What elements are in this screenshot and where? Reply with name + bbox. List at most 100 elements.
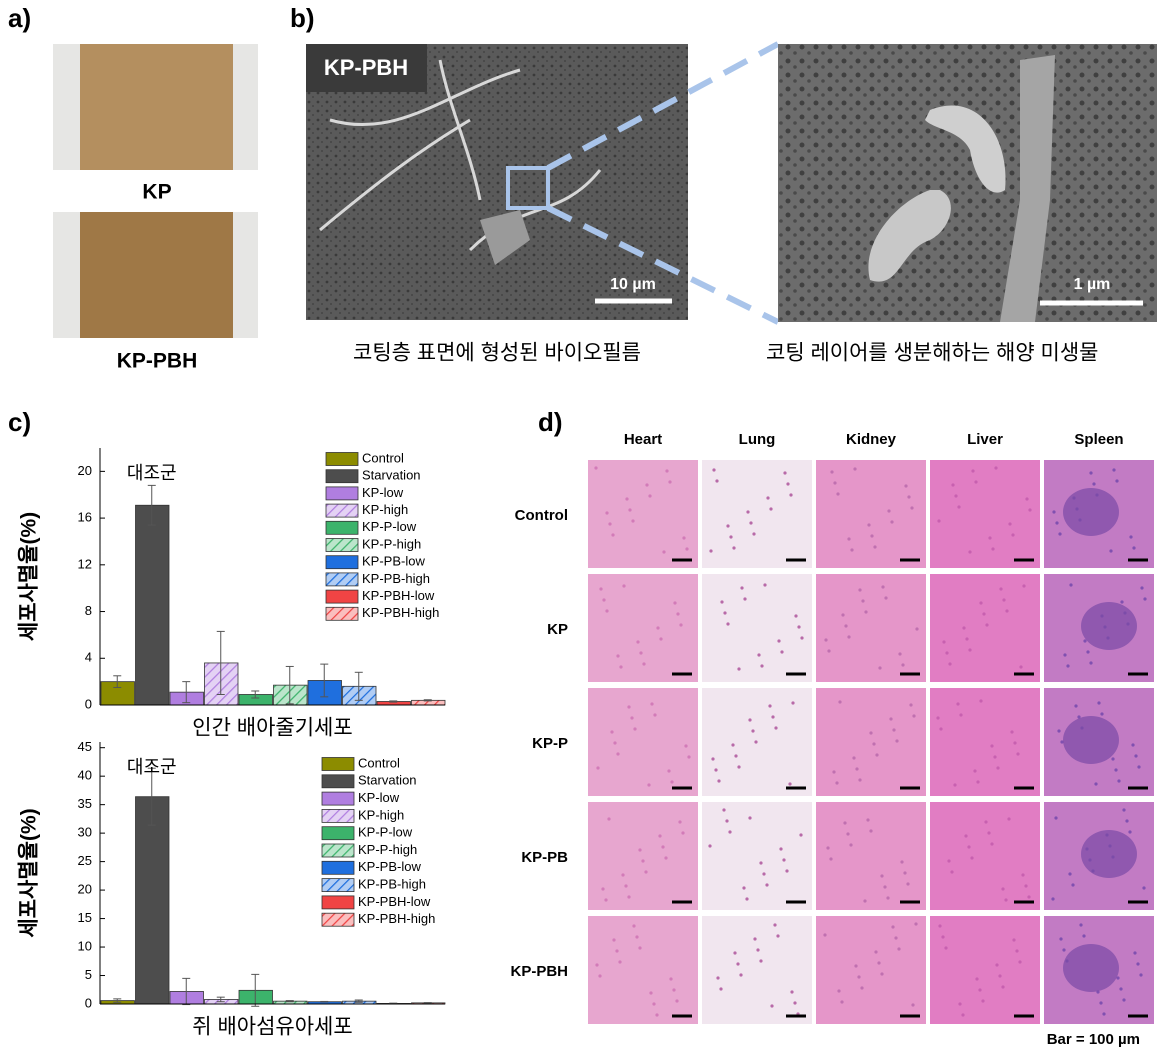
texture [887, 509, 891, 513]
texture [854, 964, 858, 968]
scale-label: 10 µm [610, 276, 656, 293]
histology-image [588, 688, 698, 796]
texture [627, 895, 631, 899]
texture [616, 654, 620, 658]
texture [793, 1001, 797, 1005]
texture [860, 986, 864, 990]
texture [953, 783, 957, 787]
texture [973, 769, 977, 773]
legend-label: KP-P-low [362, 519, 417, 534]
texture [748, 718, 752, 722]
texture [827, 649, 831, 653]
texture [829, 857, 833, 861]
texture [668, 480, 672, 484]
texture [1117, 779, 1121, 783]
legend-swatch [321, 791, 355, 806]
texture [833, 481, 837, 485]
texture [1027, 895, 1031, 899]
texture [874, 950, 878, 954]
texture [979, 601, 983, 605]
texture [1129, 535, 1133, 539]
texture [1079, 923, 1083, 927]
y-tick-label: 40 [78, 768, 92, 783]
error-bar [182, 977, 191, 1006]
column-header: Kidney [846, 431, 897, 448]
texture [684, 744, 688, 748]
follicle [1063, 944, 1119, 992]
texture [850, 548, 854, 552]
legend-swatch [325, 538, 359, 552]
texture [791, 701, 795, 705]
texture [835, 781, 839, 785]
error-bar [113, 998, 122, 1003]
texture [636, 640, 640, 644]
texture [1004, 898, 1008, 902]
legend-swatch [321, 843, 355, 858]
texture [911, 1003, 915, 1007]
zoom-box [506, 166, 550, 210]
texture [847, 537, 851, 541]
texture [1112, 468, 1116, 472]
legend-swatch [321, 895, 355, 910]
texture [823, 933, 827, 937]
texture [994, 466, 998, 470]
texture [1109, 549, 1113, 553]
column-header: Liver [967, 431, 1003, 448]
texture [909, 703, 913, 707]
bacterium [925, 105, 1006, 193]
texture [1063, 653, 1067, 657]
texture [736, 962, 740, 966]
follicle [1081, 602, 1137, 650]
texture [632, 924, 636, 928]
texture [990, 842, 994, 846]
texture [631, 519, 635, 523]
fiber [1000, 55, 1055, 322]
texture [1102, 1012, 1106, 1016]
texture [890, 520, 894, 524]
texture [607, 817, 611, 821]
texture [757, 653, 761, 657]
texture [768, 704, 772, 708]
legend-label: KP-P-high [362, 536, 421, 551]
texture [641, 859, 645, 863]
texture [766, 496, 770, 500]
texture [1119, 987, 1123, 991]
texture [678, 820, 682, 824]
texture [1005, 609, 1009, 613]
texture [599, 587, 603, 591]
texture [1077, 715, 1081, 719]
texture [1058, 532, 1062, 536]
texture [594, 466, 598, 470]
histology-image [930, 802, 1040, 910]
texture [770, 1004, 774, 1008]
texture [1115, 479, 1119, 483]
texture [996, 766, 1000, 770]
texture [751, 729, 755, 733]
texture [954, 494, 958, 498]
texture [648, 494, 652, 498]
texture [598, 974, 602, 978]
texture [945, 651, 949, 655]
texture [847, 635, 851, 639]
texture [754, 740, 758, 744]
texture [633, 727, 637, 731]
zoom-line [546, 205, 780, 325]
texture [650, 702, 654, 706]
texture [967, 845, 971, 849]
texture [708, 844, 712, 848]
texture [843, 821, 847, 825]
texture [988, 536, 992, 540]
y-tick-label: 5 [85, 967, 92, 982]
texture [1128, 830, 1132, 834]
histology-image [702, 574, 812, 682]
texture [1132, 546, 1136, 550]
texture [872, 742, 876, 746]
texture [734, 754, 738, 758]
legend-swatch [321, 878, 355, 892]
legend-swatch [325, 469, 359, 484]
texture [1131, 743, 1135, 747]
texture [800, 636, 804, 640]
histology-image [930, 688, 1040, 796]
